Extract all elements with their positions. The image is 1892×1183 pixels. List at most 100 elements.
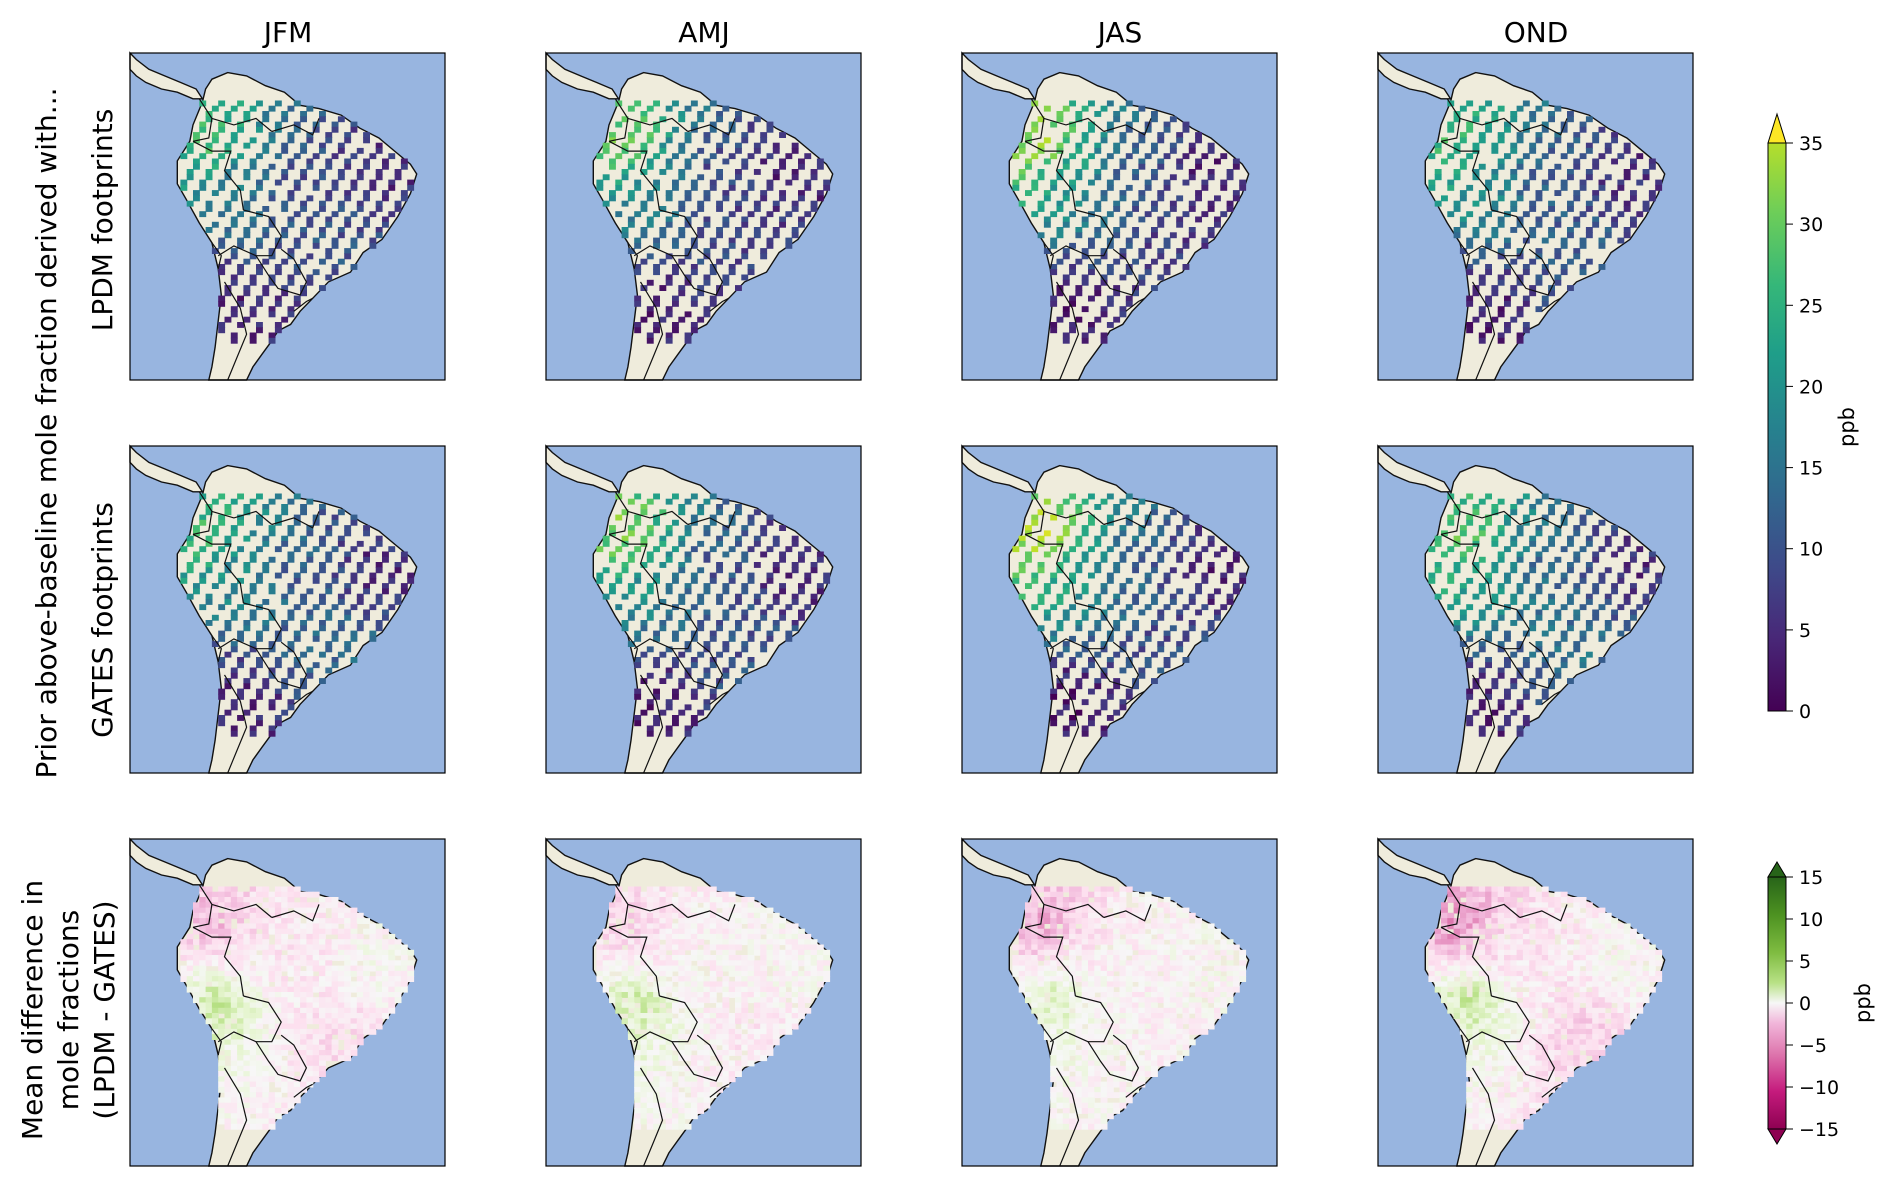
data-cell (256, 121, 263, 128)
data-cell (1504, 322, 1511, 328)
data-cell (319, 981, 326, 988)
data-cell (791, 593, 799, 600)
data-cell (256, 1050, 263, 1056)
data-cell (388, 992, 396, 998)
data-cell (281, 290, 289, 297)
data-cell (709, 1044, 717, 1051)
data-cell (1453, 206, 1461, 212)
data-cell (199, 912, 207, 919)
data-cell (186, 593, 194, 600)
data-cell (331, 1007, 339, 1014)
data-cell (672, 630, 679, 637)
data-cell (199, 519, 207, 526)
data-cell (262, 1065, 270, 1072)
data-cell (325, 955, 333, 961)
data-cell (281, 1028, 289, 1035)
data-cell (1592, 158, 1600, 165)
data-cell (1485, 635, 1492, 642)
data-cell (665, 609, 673, 616)
data-cell (1447, 153, 1455, 160)
data-cell (665, 1023, 673, 1030)
data-cell (1050, 184, 1058, 191)
data-cell (375, 986, 383, 993)
country-border (608, 533, 660, 604)
data-cell (382, 588, 389, 595)
data-cell (1062, 525, 1070, 531)
data-cell (1636, 211, 1644, 218)
data-cell (230, 981, 238, 988)
data-cell (1598, 577, 1606, 584)
data-cell (1567, 593, 1574, 600)
data-cell (249, 949, 257, 956)
data-cell (237, 1050, 244, 1056)
data-cell (1497, 311, 1505, 318)
data-cell (312, 1002, 320, 1009)
data-cell (779, 1018, 786, 1025)
data-cell (1642, 593, 1650, 600)
data-cell (760, 939, 768, 946)
data-cell (760, 955, 768, 961)
data-cell (735, 620, 742, 626)
data-cell (375, 949, 383, 956)
data-cell (193, 588, 200, 595)
data-cell (1504, 242, 1511, 249)
data-cell (1573, 163, 1581, 170)
data-cell (237, 933, 244, 940)
data-cell (268, 530, 276, 537)
data-cell (634, 986, 642, 993)
data-cell (1113, 258, 1121, 265)
data-cell (646, 933, 654, 940)
data-cell (1144, 635, 1152, 642)
data-cell (256, 1055, 263, 1062)
data-cell (281, 258, 289, 265)
data-cell (1075, 683, 1083, 690)
data-cell (205, 562, 213, 568)
data-cell (1031, 577, 1039, 584)
data-cell (1491, 562, 1499, 568)
data-cell (747, 1028, 755, 1035)
data-cell (798, 928, 805, 935)
data-cell (350, 933, 358, 940)
data-cell (1516, 337, 1524, 344)
data-cell (375, 1013, 383, 1019)
data-cell (816, 944, 824, 951)
data-cell (678, 504, 686, 510)
data-cell (256, 923, 263, 930)
data-cell (306, 556, 314, 563)
country-border (243, 995, 282, 1043)
data-cell (256, 1108, 263, 1114)
data-cell (779, 190, 786, 196)
data-cell (684, 704, 692, 711)
data-cell (816, 981, 824, 988)
panel-frame (545, 52, 862, 381)
data-cell (741, 986, 749, 993)
data-cell (249, 588, 257, 595)
data-cell (728, 965, 736, 972)
data-cell (703, 551, 711, 558)
data-cell (344, 976, 352, 982)
data-cell (779, 955, 786, 961)
data-cell (287, 902, 295, 909)
data-cell (249, 306, 257, 313)
data-cell (300, 625, 307, 632)
data-cell (722, 672, 730, 679)
data-cell (249, 1034, 257, 1040)
data-cell (256, 912, 263, 919)
data-cell (369, 923, 377, 930)
data-cell (287, 498, 295, 505)
data-cell (1088, 237, 1095, 244)
data-cell (287, 1034, 295, 1040)
data-cell (312, 572, 320, 579)
data-cell (791, 986, 799, 993)
data-cell (703, 1023, 711, 1030)
data-cell (1636, 153, 1644, 160)
data-cell (709, 688, 717, 695)
data-cell (344, 1039, 352, 1046)
data-cell (646, 163, 654, 170)
data-cell (306, 1081, 314, 1088)
data-cell (634, 928, 642, 935)
data-cell (199, 944, 207, 951)
data-cell (672, 662, 679, 669)
data-cell (703, 955, 711, 961)
data-cell (747, 179, 755, 186)
